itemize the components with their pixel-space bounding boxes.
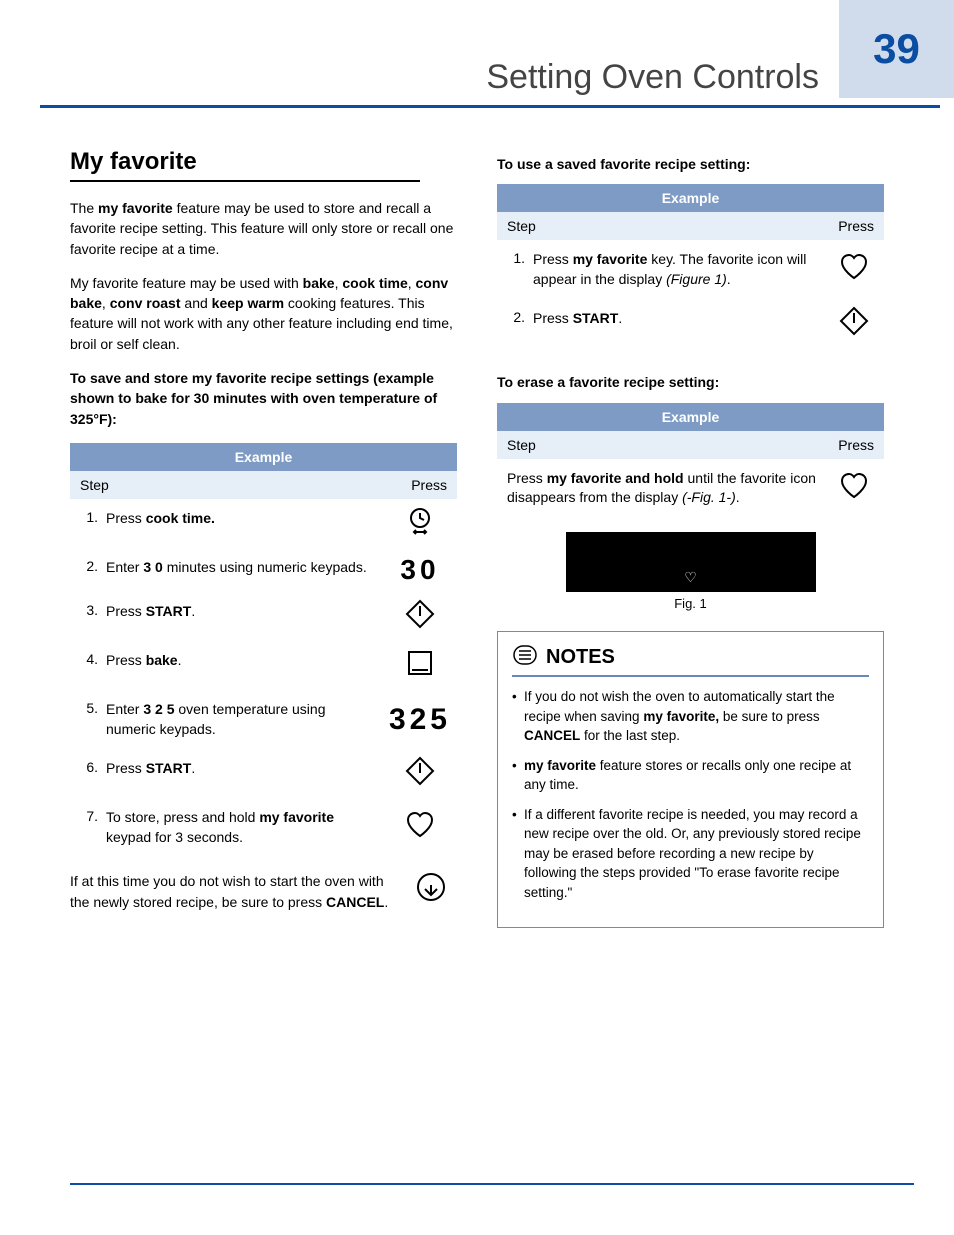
heart-icon — [824, 459, 884, 518]
notes-box: NOTES If you do not wish the oven to aut… — [497, 631, 884, 928]
cooktime-icon — [383, 499, 457, 548]
table-row: 2.Press START. — [497, 299, 884, 348]
use-heading: To use a saved favorite recipe setting: — [497, 154, 884, 174]
left-column: My favorite The my favorite feature may … — [70, 148, 457, 928]
right-column: To use a saved favorite recipe setting: … — [497, 148, 884, 928]
section-title: My favorite — [70, 148, 420, 182]
table-header: Example — [497, 184, 884, 212]
press-label: Press — [824, 431, 884, 459]
save-footer: If at this time you do not wish to start… — [70, 871, 457, 912]
list-item: my favorite feature stores or recalls on… — [512, 756, 869, 795]
table-row: 7.To store, press and hold my favorite k… — [70, 798, 457, 857]
table-row: 6.Press START. — [70, 749, 457, 798]
intro-paragraph-1: The my favorite feature may be used to s… — [70, 198, 457, 259]
page-number: 39 — [873, 25, 920, 73]
notes-title: NOTES — [546, 646, 615, 669]
list-item: If a different favorite recipe is needed… — [512, 805, 869, 903]
press-label: Press — [383, 471, 457, 499]
cancel-icon — [415, 871, 447, 908]
table-row: 2.Enter 3 0 minutes using numeric keypad… — [70, 548, 457, 592]
save-heading: To save and store my favorite recipe set… — [70, 368, 457, 429]
table-row: Press my favorite and hold until the fav… — [497, 459, 884, 518]
start-icon — [824, 299, 884, 348]
notes-header: NOTES — [512, 644, 869, 677]
intro-paragraph-2: My favorite feature may be used with bak… — [70, 273, 457, 354]
press-label: Press — [824, 212, 884, 240]
notes-icon — [512, 644, 538, 671]
step-label: Step — [70, 471, 383, 499]
table-row: 4.Press bake. — [70, 641, 457, 690]
figure-label: Fig. 1 — [497, 596, 884, 611]
num30-icon: 30 — [383, 548, 457, 592]
bake-icon — [383, 641, 457, 690]
num325-icon: 325 — [383, 690, 457, 749]
table-row: 5.Enter 3 2 5 oven temperature using num… — [70, 690, 457, 749]
table-header: Example — [497, 403, 884, 431]
bottom-rule — [70, 1183, 914, 1185]
step-label: Step — [497, 212, 824, 240]
table-row: 1.Press my favorite key. The favorite ic… — [497, 240, 884, 299]
page-number-tab: 39 — [839, 0, 954, 98]
notes-list: If you do not wish the oven to automatic… — [512, 687, 869, 903]
table-row: 3.Press START. — [70, 592, 457, 641]
table-header: Example — [70, 443, 457, 471]
heart-icon — [383, 798, 457, 857]
heart-display-icon: ♡ — [684, 569, 697, 586]
page-title: Setting Oven Controls — [0, 40, 954, 97]
figure-display: ♡ — [566, 532, 816, 592]
page: 39 Setting Oven Controls My favorite The… — [0, 0, 954, 1235]
content-columns: My favorite The my favorite feature may … — [0, 108, 954, 928]
table-row: 1.Press cook time. — [70, 499, 457, 548]
erase-heading: To erase a favorite recipe setting: — [497, 372, 884, 392]
erase-table: Example Step Press Press my favorite and… — [497, 403, 884, 518]
start-icon — [383, 592, 457, 641]
step-label: Step — [497, 431, 824, 459]
heart-icon — [824, 240, 884, 299]
start-icon — [383, 749, 457, 798]
save-table: Example Step Press 1.Press cook time.2.E… — [70, 443, 457, 857]
list-item: If you do not wish the oven to automatic… — [512, 687, 869, 746]
use-table: Example Step Press 1.Press my favorite k… — [497, 184, 884, 348]
